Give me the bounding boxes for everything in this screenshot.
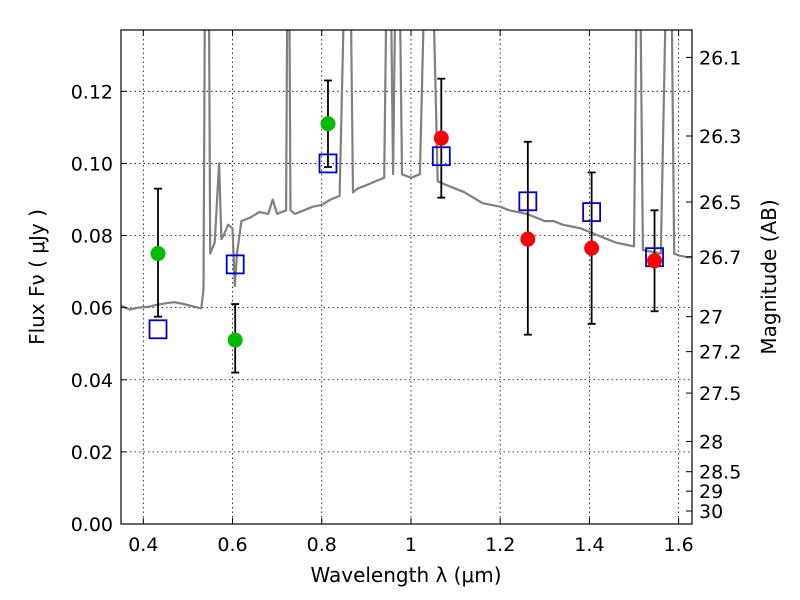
observed-point xyxy=(647,253,663,269)
y-tick-label: 0.12 xyxy=(71,81,113,103)
x-tick-label: 0.4 xyxy=(128,534,158,556)
x-axis-label: Wavelength λ (μm) xyxy=(310,563,501,587)
model-square-marker xyxy=(225,254,245,275)
y2-tick-label: 27.5 xyxy=(699,383,741,405)
model-square-marker xyxy=(431,146,451,167)
grid-lines xyxy=(121,30,692,525)
y-axis-label: Flux Fν ( μJy ) xyxy=(25,209,49,345)
y2-tick-label: 26.7 xyxy=(699,247,741,269)
observed-points xyxy=(150,116,663,348)
model-square-marker xyxy=(582,202,602,222)
y2-tick-label: 30 xyxy=(699,501,723,523)
y-tick-label: 0.02 xyxy=(71,442,113,464)
model-points xyxy=(148,146,664,340)
y2-axis-label: Magnitude (AB) xyxy=(757,199,781,354)
x-tick-label: 1.6 xyxy=(664,534,694,556)
y-tick-label: 0.06 xyxy=(71,298,113,320)
y-tick-label: 0.00 xyxy=(71,514,113,536)
y2-tick-label: 28 xyxy=(699,431,723,453)
observed-point xyxy=(584,240,600,256)
observed-point xyxy=(520,231,536,247)
spectrum-line xyxy=(121,30,692,311)
model-square-marker xyxy=(518,191,538,212)
y2-tick-label: 27.2 xyxy=(699,342,741,364)
y2-tick-label: 29 xyxy=(699,481,723,503)
x-tick-label: 1.2 xyxy=(485,534,515,556)
x-tick-label: 0.6 xyxy=(217,534,247,556)
observed-point xyxy=(433,130,449,146)
model-square-marker xyxy=(148,319,168,340)
y2-tick-label: 27 xyxy=(699,307,723,329)
axis-ticks: 0.4 0.6 0.8 1 1.2 1.4 1.6 0.00 0.02 0.04 0.06 0.08 0… xyxy=(71,30,741,556)
spectrum-layer xyxy=(121,30,692,311)
y2-tick-label: 26.1 xyxy=(699,47,741,69)
y-tick-label: 0.10 xyxy=(71,153,113,175)
observed-point xyxy=(150,246,166,262)
plot-frame xyxy=(120,29,693,525)
model-square-marker xyxy=(318,153,338,174)
observed-point xyxy=(320,116,336,132)
x-tick-label: 1 xyxy=(405,534,417,556)
y-tick-label: 0.08 xyxy=(71,226,113,248)
observed-point xyxy=(227,332,243,348)
y-tick-label: 0.04 xyxy=(71,370,113,392)
y2-tick-label: 26.3 xyxy=(699,126,741,148)
x-tick-label: 0.8 xyxy=(307,534,337,556)
y2-tick-label: 26.5 xyxy=(699,192,741,214)
x-tick-label: 1.4 xyxy=(574,534,604,556)
y2-tick-label: 28.5 xyxy=(699,462,741,484)
